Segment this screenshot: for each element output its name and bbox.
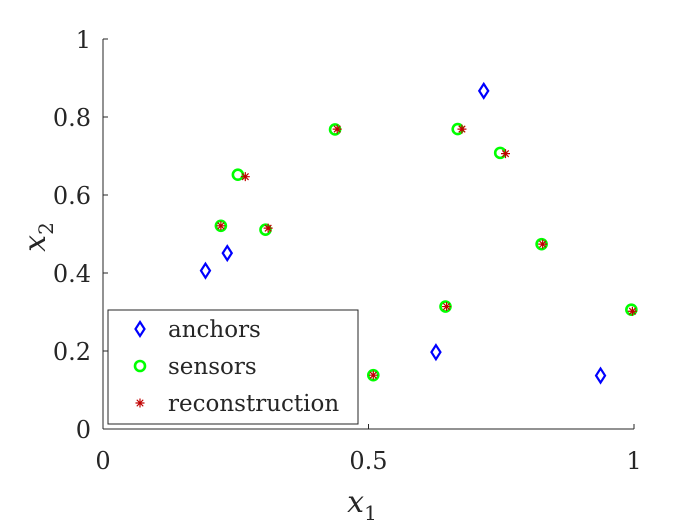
reconstruction-point: [240, 172, 250, 182]
legend-item-anchors: anchors: [134, 317, 261, 343]
legend: anchors sensors reconstruction: [107, 309, 359, 425]
series-anchors: [199, 81, 607, 385]
reconstruction-point: [332, 124, 342, 134]
legend-item-reconstruction: reconstruction: [135, 391, 339, 417]
legend-item-sensors: sensors: [133, 354, 257, 380]
series-reconstruction: [216, 124, 637, 380]
anchors-legend-marker: [134, 319, 146, 339]
y-tick-label: 0.6: [53, 182, 91, 210]
reconstruction-point: [538, 239, 548, 249]
x-axis-label: x1: [347, 485, 377, 525]
y-tick-label: 1: [76, 26, 91, 54]
sensors-point: [231, 168, 245, 182]
x-tick-label: 1: [626, 447, 641, 475]
axes: 0 0.5 1 0 0.2 0.4 0.6 0.8 1: [53, 26, 642, 475]
sensors-point: [625, 303, 638, 316]
anchors-point: [430, 343, 442, 362]
anchors-point: [221, 244, 234, 263]
legend-box: [107, 309, 359, 425]
reconstruction-legend-marker: [135, 398, 145, 408]
reconstruction-point: [216, 221, 226, 231]
anchors-point: [199, 261, 212, 280]
reconstruction-point: [457, 124, 467, 134]
x-tick-label: 0.5: [349, 447, 387, 475]
sensors-point: [214, 219, 228, 233]
sensors-point: [493, 146, 507, 160]
x-tick-label: 0: [95, 447, 110, 475]
sensors-legend-marker: [133, 359, 147, 373]
y-tick-label: 0.2: [53, 338, 91, 366]
reconstruction-point: [263, 223, 273, 233]
reconstruction-point: [500, 149, 510, 159]
reconstruction-point: [627, 306, 637, 316]
y-axis-label: x2: [18, 222, 58, 252]
y-tick-label: 0: [76, 416, 91, 444]
anchors-point: [594, 366, 607, 385]
sensors-point: [366, 368, 380, 382]
anchors-point: [477, 81, 490, 100]
y-tick-label: 0.4: [53, 260, 91, 288]
legend-label: sensors: [168, 354, 257, 380]
legend-label: reconstruction: [168, 391, 339, 417]
data-points: [199, 81, 638, 385]
y-tick-label: 0.8: [53, 104, 91, 132]
legend-label: anchors: [168, 317, 261, 343]
reconstruction-point: [442, 302, 452, 312]
reconstruction-point: [368, 370, 378, 380]
